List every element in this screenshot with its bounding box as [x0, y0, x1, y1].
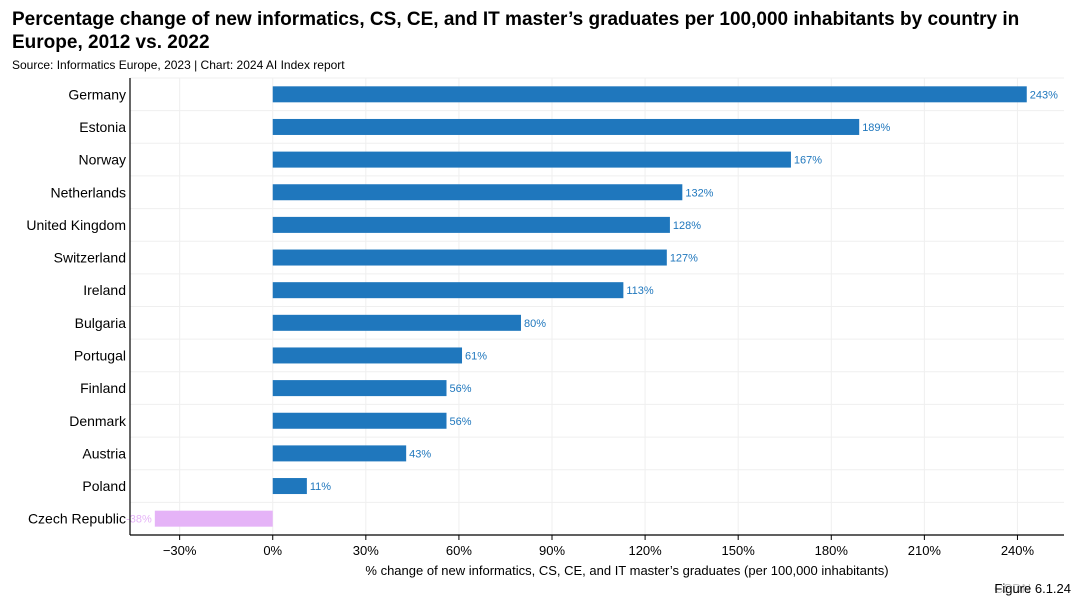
bar-denmark [272, 412, 447, 429]
x-tick-label: 120% [628, 543, 662, 558]
value-label: 189% [862, 122, 890, 134]
value-label: 167% [794, 155, 822, 167]
category-label: Ireland [83, 282, 126, 298]
bar-austria [272, 445, 407, 462]
bar-poland [272, 478, 307, 495]
value-label: 61% [465, 350, 487, 362]
value-label: 113% [626, 285, 654, 297]
x-tick-label: 180% [815, 543, 849, 558]
bars [154, 86, 1027, 527]
value-label: 128% [673, 220, 701, 232]
bar-czech-republic [154, 510, 273, 527]
category-label: Norway [79, 152, 126, 168]
value-label: -38% [126, 514, 152, 526]
grid-lines [130, 77, 1064, 536]
bar-norway [272, 151, 791, 168]
category-label: Estonia [79, 119, 126, 135]
x-tick-label: 60% [446, 543, 472, 558]
chart-source: Source: Informatics Europe, 2023 | Chart… [12, 58, 345, 72]
category-label: Netherlands [51, 184, 127, 200]
chart-title: Percentage change of new informatics, CS… [12, 9, 1020, 53]
category-label: United Kingdom [26, 217, 126, 233]
bar-switzerland [272, 249, 667, 266]
bar-bulgaria [272, 314, 521, 331]
bar-germany [272, 86, 1027, 103]
axes: −30% 0% 30% 60% 90% 120% 150% 180% 210% 240% % cha… [129, 78, 1064, 578]
category-label: Switzerland [54, 250, 126, 266]
category-label: Portugal [74, 347, 126, 363]
labels: Germany 243% Estonia 189% Norway 167% Netherla… [26, 86, 1058, 526]
value-label: 11% [310, 481, 331, 493]
category-label: Bulgaria [75, 315, 127, 331]
bar-estonia [272, 118, 860, 135]
x-tick-label: 210% [908, 543, 942, 558]
value-label: 132% [685, 187, 713, 199]
x-tick-label: 150% [722, 543, 756, 558]
category-label: Denmark [69, 413, 127, 429]
value-label: 56% [450, 383, 472, 395]
bar-netherlands [272, 184, 683, 201]
value-label: 80% [524, 318, 546, 330]
category-label: Finland [80, 380, 126, 396]
value-label: 56% [450, 416, 472, 428]
bar-finland [272, 380, 447, 397]
x-tick-label: −30% [163, 543, 197, 558]
x-tick-label: 90% [539, 543, 565, 558]
figure-label: Figure 6.1.24 [994, 581, 1071, 596]
value-label: 127% [670, 253, 698, 265]
category-label: Germany [68, 86, 126, 102]
value-label: 43% [409, 448, 431, 460]
bar-ireland [272, 282, 624, 299]
x-tick-label: 0% [263, 543, 282, 558]
x-tick-label: 30% [353, 543, 379, 558]
watermark: CSDN [994, 581, 1031, 596]
value-label: 243% [1030, 89, 1058, 101]
category-label: Austria [82, 445, 126, 461]
bar-portugal [272, 347, 463, 364]
bar-united-kingdom [272, 216, 670, 233]
category-label: Poland [82, 478, 126, 494]
x-axis-title: % change of new informatics, CS, CE, and… [365, 563, 888, 578]
category-label: Czech Republic [28, 511, 126, 527]
x-tick-label: 240% [1001, 543, 1035, 558]
